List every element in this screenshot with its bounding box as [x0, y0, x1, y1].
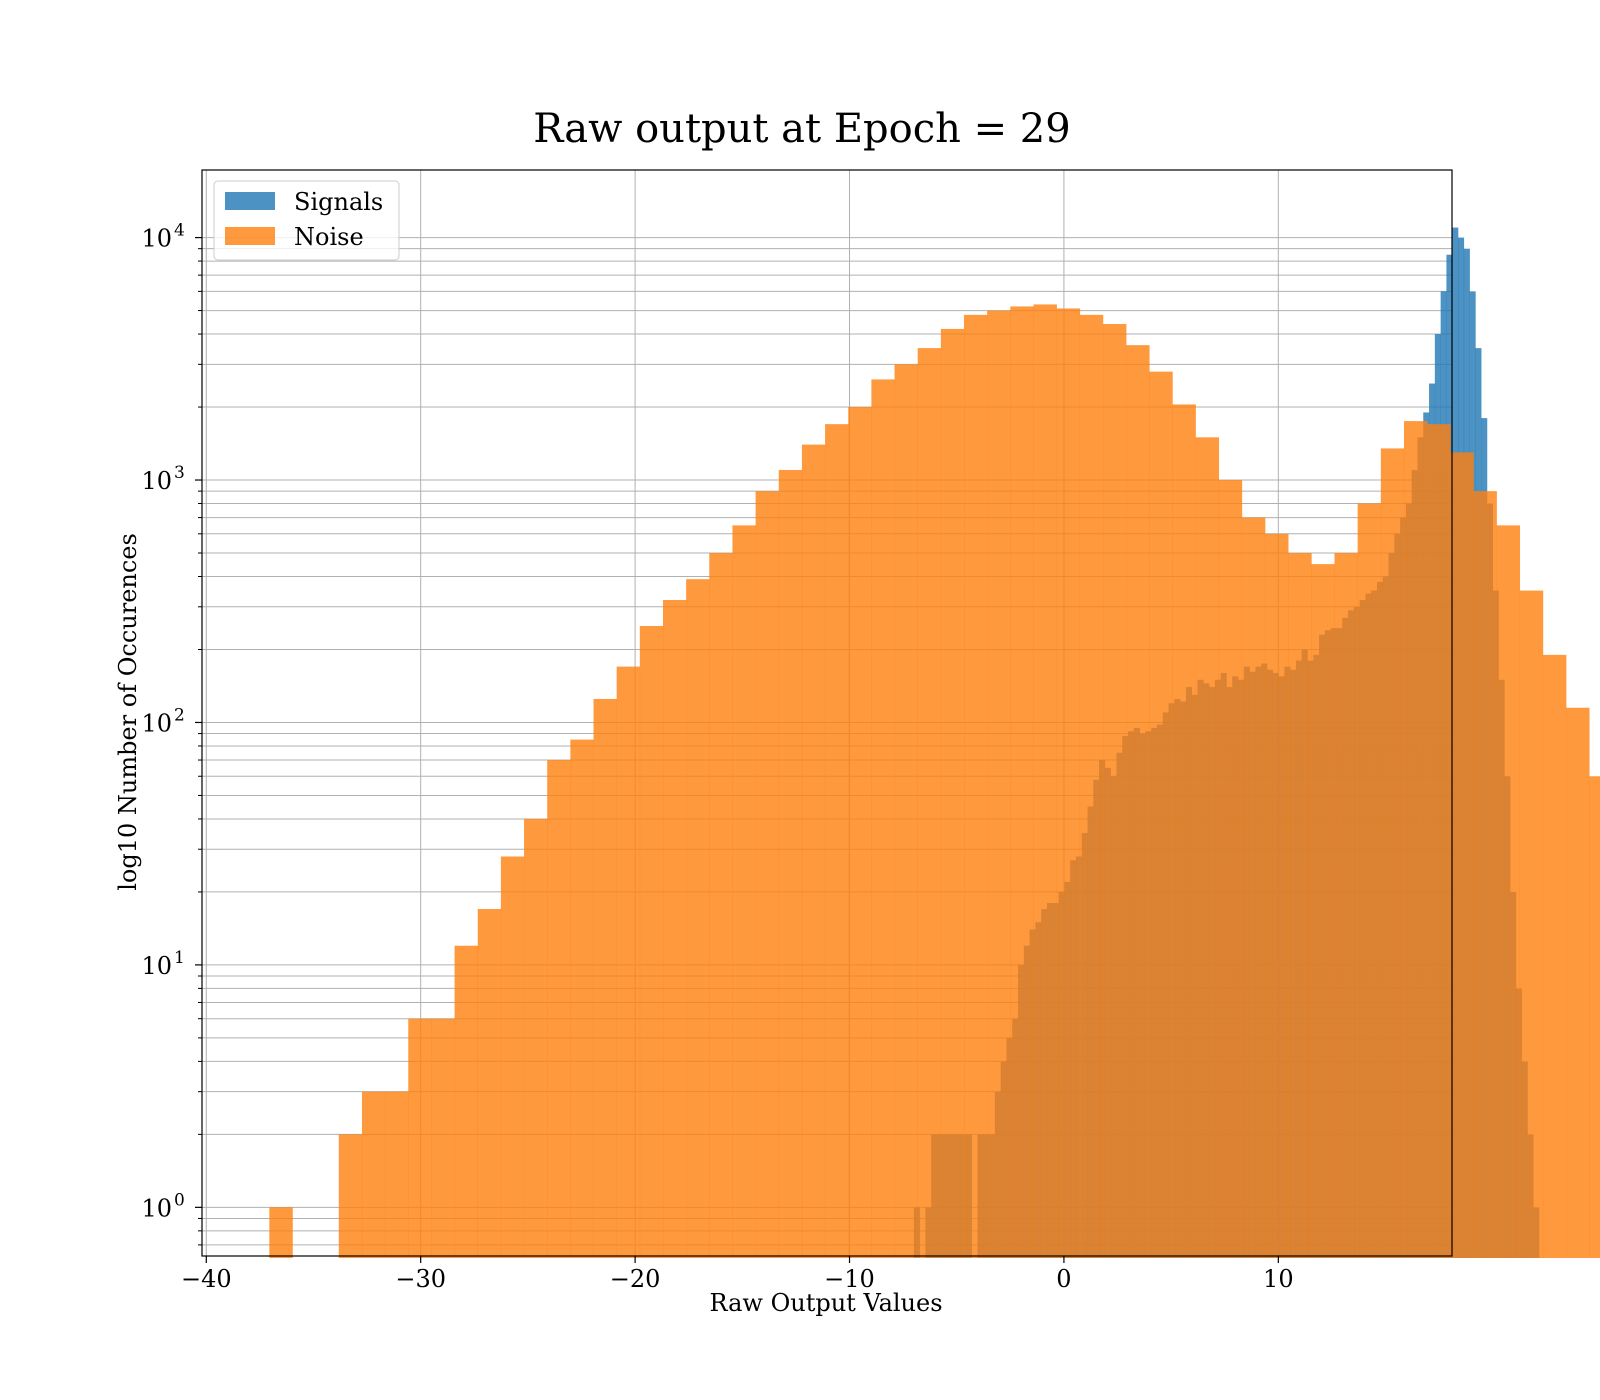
noise-bar [1218, 480, 1243, 1259]
y-tick-label: 10 [141, 1194, 172, 1222]
noise-bar [454, 945, 479, 1258]
noise-bar [385, 1091, 409, 1258]
noise-bar [755, 491, 780, 1258]
noise-bar [987, 310, 1011, 1258]
x-tick-label: −20 [610, 1265, 661, 1293]
noise-bar [1403, 421, 1428, 1258]
noise-bar [917, 348, 942, 1258]
noise-bar [871, 379, 895, 1259]
legend-swatch-noise [225, 227, 275, 245]
noise-bar [1473, 491, 1497, 1258]
y-tick-label: 10 [141, 709, 172, 737]
noise-bar [408, 1018, 432, 1258]
noise-bar [801, 444, 826, 1258]
noise-bar [570, 739, 594, 1258]
noise-bar [1427, 424, 1451, 1259]
noise-bar [662, 599, 687, 1258]
noise-bar [1241, 517, 1266, 1258]
noise-bar [686, 579, 710, 1258]
noise-bar [1010, 306, 1034, 1258]
histogram-bars [269, 227, 1600, 1259]
y-tick-exponent: 1 [174, 948, 185, 968]
y-tick-exponent: 4 [174, 221, 185, 241]
chart-title: Raw output at Epoch = 29 [533, 106, 1070, 152]
noise-bar [825, 424, 849, 1259]
noise-bar [894, 364, 918, 1258]
noise-bar [1496, 525, 1521, 1258]
noise-bar [1334, 553, 1358, 1258]
noise-bar [500, 856, 525, 1258]
noise-bar [524, 818, 548, 1258]
noise-bar [1079, 314, 1104, 1258]
y-tick-exponent: 3 [174, 463, 185, 483]
legend: Signals Noise [213, 180, 400, 261]
y-axis-label: log10 Number of Occurences [114, 533, 142, 891]
noise-bar [1542, 654, 1567, 1258]
noise-bar [1357, 503, 1382, 1258]
noise-bar [547, 760, 571, 1258]
noise-bar [848, 407, 872, 1258]
legend-swatch-signals [225, 192, 275, 210]
noise-bar [940, 328, 965, 1258]
x-tick-label: 10 [1263, 1265, 1294, 1293]
noise-bar [1589, 776, 1600, 1258]
noise-bar [709, 553, 733, 1258]
y-tick-exponent: 0 [174, 1190, 185, 1210]
noise-bar [1566, 707, 1590, 1258]
noise-bar [338, 1134, 363, 1258]
noise-bar [269, 1207, 293, 1258]
y-tick-label: 10 [141, 952, 172, 980]
legend-label-signals: Signals [294, 188, 383, 216]
noise-bar [616, 666, 641, 1258]
noise-bar [1172, 404, 1196, 1259]
noise-bar [1265, 533, 1289, 1258]
noise-bar [1033, 304, 1057, 1258]
noise-bar [1102, 324, 1127, 1258]
x-tick-label: −10 [824, 1265, 875, 1293]
y-tick-label: 10 [141, 225, 172, 253]
noise-bar [1288, 553, 1312, 1258]
noise-bar [1519, 590, 1544, 1258]
noise-bar [477, 909, 502, 1258]
noise-bar [639, 625, 664, 1258]
legend-label-noise: Noise [294, 223, 364, 251]
y-tick-label: 10 [141, 467, 172, 495]
noise-bar [732, 525, 756, 1258]
noise-bar [1149, 371, 1173, 1258]
noise-bar [778, 469, 803, 1258]
x-tick-label: 0 [1056, 1265, 1071, 1293]
series-noise [269, 304, 1600, 1259]
noise-bar [964, 314, 988, 1258]
x-axis-label: Raw Output Values [709, 1289, 942, 1317]
noise-bar [1450, 452, 1474, 1258]
x-tick-label: −30 [395, 1265, 446, 1293]
noise-bar [1195, 437, 1220, 1259]
noise-bar [1380, 448, 1405, 1258]
noise-bar [1056, 308, 1081, 1258]
noise-bar [361, 1091, 386, 1258]
y-tick-exponent: 2 [174, 705, 185, 725]
plot-frame [201, 169, 1453, 1257]
noise-bar [1311, 564, 1335, 1258]
noise-bar [1126, 345, 1150, 1258]
noise-bar [431, 1018, 455, 1258]
x-tick-label: −40 [181, 1265, 232, 1293]
noise-bar [593, 698, 617, 1258]
